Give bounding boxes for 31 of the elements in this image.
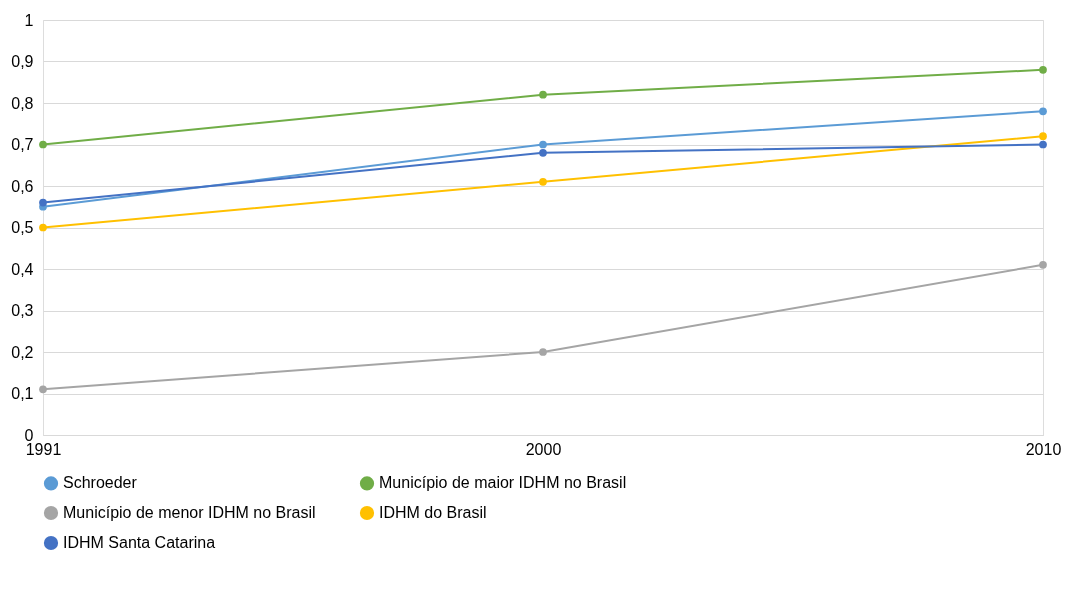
legend-label: Município de maior IDHM no Brasil xyxy=(379,474,627,492)
y-tick-label: 0,7 xyxy=(11,136,34,153)
point xyxy=(39,140,47,149)
point xyxy=(1039,260,1047,269)
point xyxy=(1039,140,1047,149)
point xyxy=(39,223,47,232)
legend-label: Schroeder xyxy=(63,474,138,492)
point xyxy=(539,177,547,186)
point xyxy=(1039,107,1047,116)
x-tick-label: 2010 xyxy=(1025,440,1062,458)
point xyxy=(1039,65,1047,74)
y-tick-label: 0,2 xyxy=(11,343,34,361)
point xyxy=(539,148,547,157)
point xyxy=(39,385,47,394)
legend-label: IDHM Santa Catarina xyxy=(63,534,216,551)
point xyxy=(539,348,547,356)
y-tick-label: 0,5 xyxy=(11,219,34,236)
point xyxy=(539,90,547,99)
point xyxy=(539,140,547,149)
legend-label: IDHM do Brasil xyxy=(379,504,487,521)
y-tick-label: 0,9 xyxy=(11,53,34,70)
legend-label: Município de menor IDHM no Brasil xyxy=(63,504,316,521)
y-tick-label: 0,4 xyxy=(11,260,34,278)
point xyxy=(39,198,47,207)
y-tick-label: 0,8 xyxy=(11,94,34,112)
y-tick-label: 0,6 xyxy=(11,177,34,195)
y-tick-label: 1 xyxy=(24,11,34,29)
x-tick-label: 2000 xyxy=(525,440,562,458)
point xyxy=(1039,132,1047,141)
y-tick-label: 0,1 xyxy=(11,385,34,402)
y-tick-label: 0,3 xyxy=(11,302,34,319)
